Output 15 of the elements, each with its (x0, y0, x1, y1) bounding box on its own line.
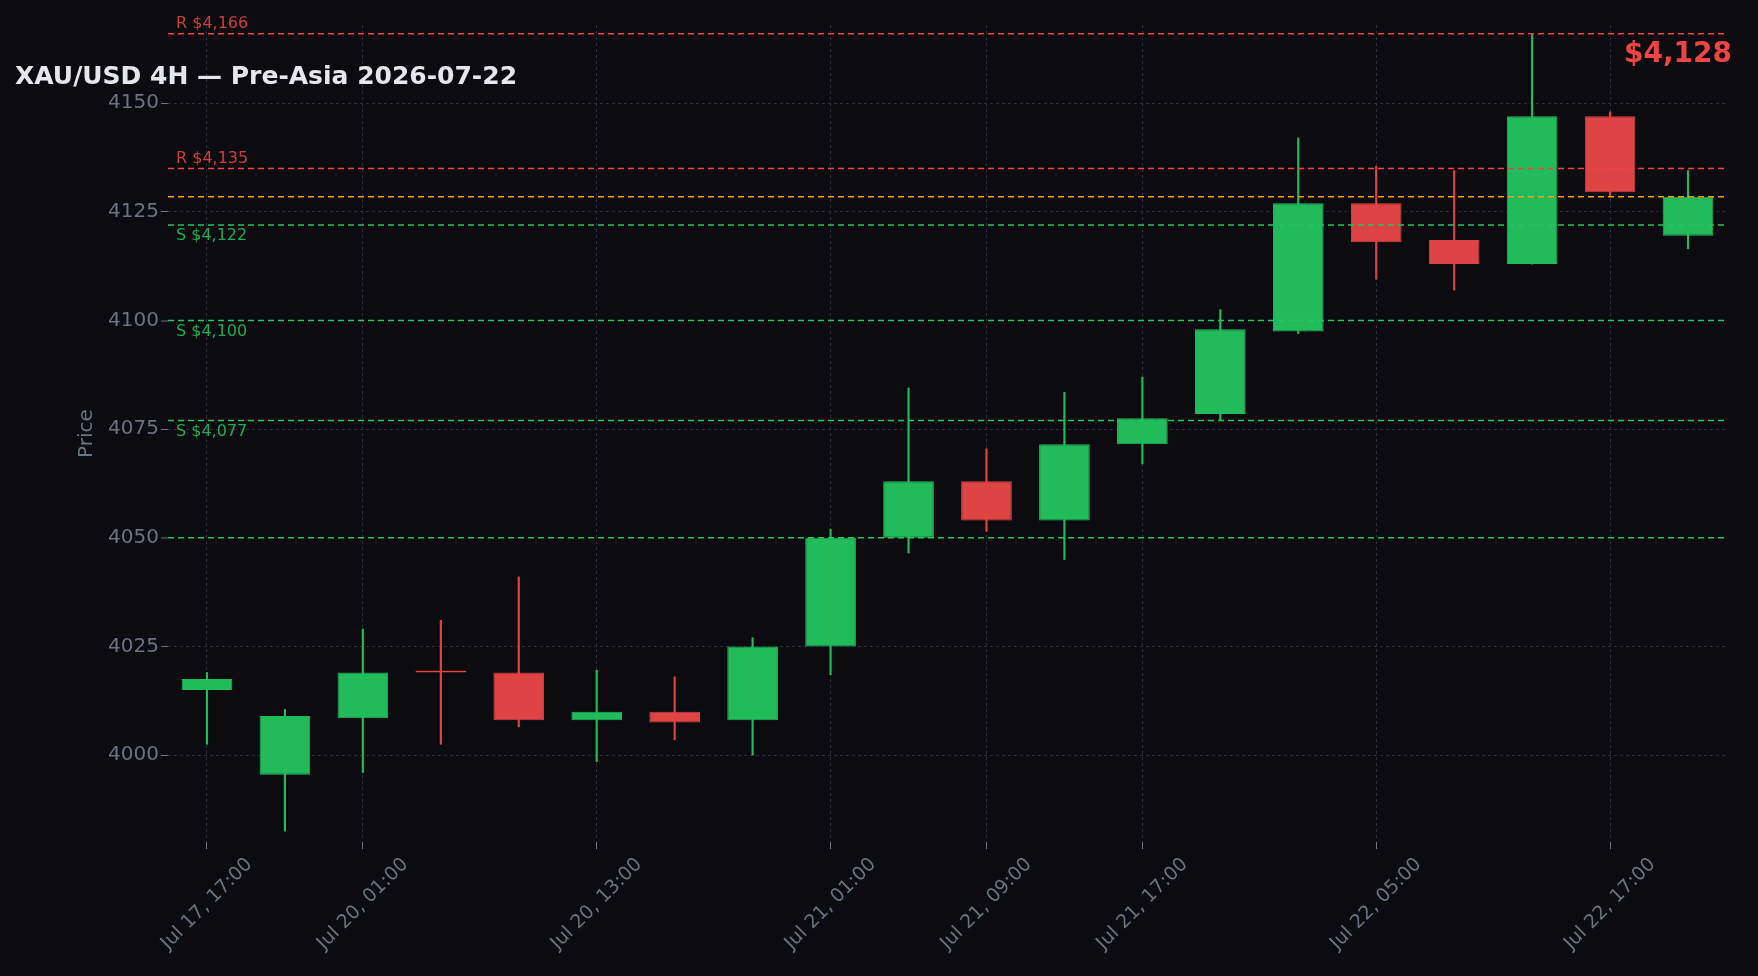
y-tick-label: 4075 (108, 415, 159, 440)
y-tick-label: 4025 (108, 632, 159, 657)
y-tick-label: 4125 (108, 198, 159, 223)
y-tick-label: 4050 (108, 524, 159, 548)
ref-line-label: S $4,100 (176, 320, 248, 340)
annotation: $4,128 (1623, 36, 1732, 69)
y-axis-title: Price (73, 409, 98, 458)
y-tick-label: 4000 (108, 741, 159, 766)
ref-line-label: R $4,166 (176, 12, 249, 32)
text: XAU/USD 4H — Pre-Asia 2026-07-22 (15, 61, 518, 90)
y-tick-label: 4100 (108, 306, 159, 331)
y-tick-label: 4150 (108, 89, 159, 114)
ref-line-label: S $4,077 (176, 420, 248, 440)
ref-line-label: S $4,122 (176, 225, 248, 245)
ref-line-label: R $4,135 (176, 147, 249, 167)
